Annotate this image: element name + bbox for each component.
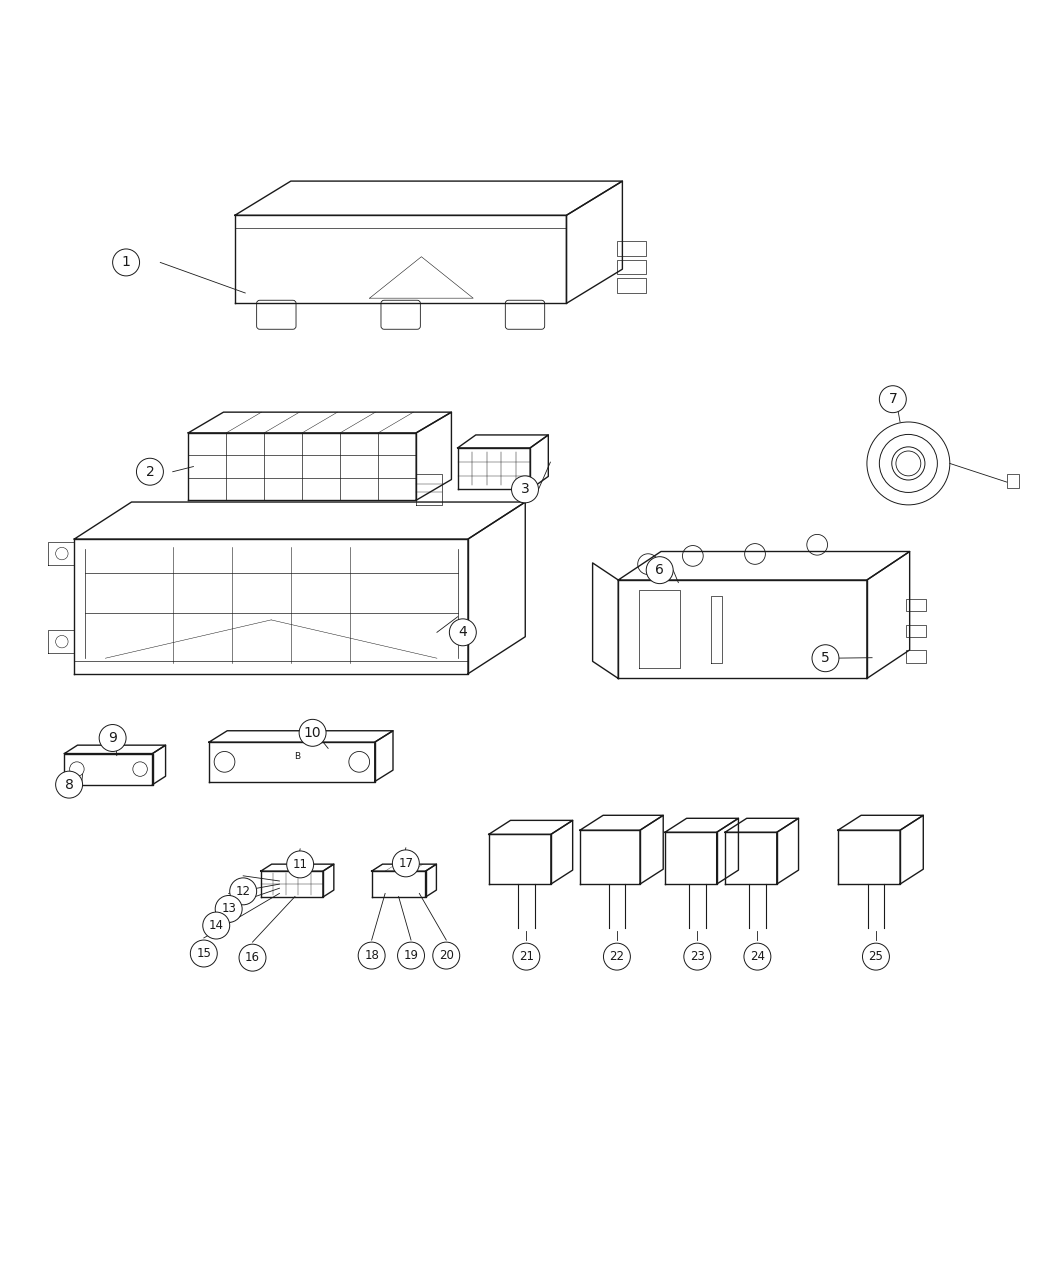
Text: 16: 16 [245,951,260,964]
Text: 1: 1 [122,255,130,269]
Text: 14: 14 [209,919,224,932]
Bar [905,599,926,611]
Text: 18: 18 [364,949,379,963]
Text: 17: 17 [398,857,414,870]
Circle shape [99,724,126,751]
FancyBboxPatch shape [505,300,545,329]
Circle shape [56,771,83,798]
Circle shape [684,944,711,970]
FancyBboxPatch shape [256,300,296,329]
Text: 23: 23 [690,950,705,963]
Circle shape [604,944,630,970]
Circle shape [190,940,217,966]
Circle shape [511,476,539,502]
Circle shape [812,645,839,672]
Circle shape [879,386,906,413]
Text: 2: 2 [146,464,154,478]
Text: 22: 22 [609,950,625,963]
Circle shape [744,944,771,970]
Bar [905,625,926,638]
Text: 6: 6 [655,564,665,578]
Bar [1007,474,1020,488]
Text: B: B [294,752,300,761]
Text: 8: 8 [65,778,74,792]
Circle shape [215,895,243,922]
Text: 25: 25 [868,950,883,963]
Circle shape [203,912,230,938]
Text: 19: 19 [403,949,419,963]
FancyBboxPatch shape [381,300,420,329]
Text: 4: 4 [459,625,467,639]
Text: 11: 11 [293,858,308,871]
Circle shape [239,945,266,972]
Text: 15: 15 [196,947,211,960]
Text: 24: 24 [750,950,764,963]
Text: 20: 20 [439,949,454,963]
Circle shape [112,249,140,275]
Circle shape [136,458,164,486]
Circle shape [512,944,540,970]
Circle shape [393,850,419,877]
Circle shape [299,719,327,746]
Text: 5: 5 [821,652,830,666]
Circle shape [398,942,424,969]
Circle shape [287,850,314,878]
Text: 12: 12 [235,885,251,898]
Bar [617,278,646,293]
Circle shape [358,942,385,969]
Text: 13: 13 [222,903,236,915]
Text: 21: 21 [519,950,533,963]
Circle shape [646,557,673,584]
Circle shape [449,618,477,646]
Bar [617,260,646,274]
Text: 3: 3 [521,482,529,496]
Text: 10: 10 [303,725,321,739]
Text: 7: 7 [888,393,897,407]
Circle shape [862,944,889,970]
Circle shape [433,942,460,969]
Bar [617,241,646,256]
Bar [905,650,926,663]
Text: 9: 9 [108,731,117,745]
Circle shape [230,878,256,905]
